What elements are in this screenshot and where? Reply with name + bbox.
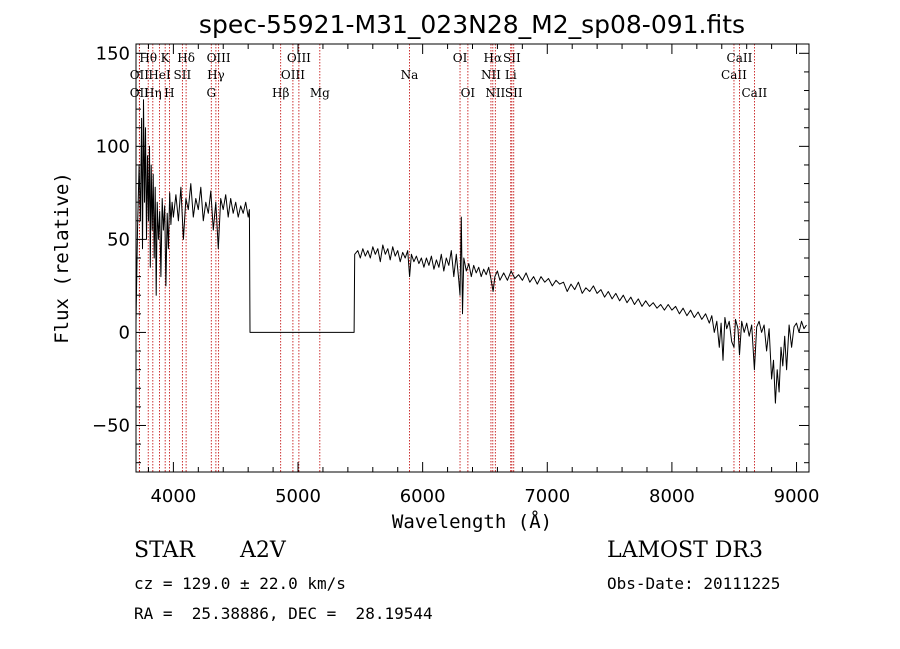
x-tick-label-1: 5000 [275,486,321,507]
line-marker-label-26: CaII [727,51,753,65]
line-marker-label-24: SII [505,86,523,100]
x-tick-label-0: 4000 [150,486,196,507]
line-marker-label-18: OI [461,86,476,100]
x-axis-label: Wavelength (Å) [392,510,552,533]
line-marker-label-8: Hδ [177,51,195,65]
line-marker-label-14: OIII [287,51,311,65]
line-marker-label-13: OIII [281,68,305,82]
object-class: STAR [134,538,195,563]
observation-date: Obs-Date: 20111225 [607,574,781,593]
spectrum-line-0 [135,99,807,404]
plot-frame [135,43,810,473]
axis-ticks: 4000 5000 6000 7000 8000 9000 −50 0 50 100 150 [92,43,819,507]
x-tick-label-4: 8000 [649,486,695,507]
line-marker-label-17: OI [453,51,468,65]
spectral-subclass: A2V [240,538,286,563]
sky-coordinates: RA = 25.38886, DEC = 28.19544 [134,604,433,623]
line-marker-label-16: Na [401,68,419,82]
line-marker-label-12: Hβ [272,86,289,100]
y-tick-label-2: 50 [107,229,130,250]
line-marker-label-6: H [164,86,174,100]
spectrum-series [135,99,807,404]
line-marker-label-21: NII [485,86,505,100]
line-marker-label-27: CaII [741,86,767,100]
line-marker-label-25: CaII [721,68,747,82]
line-marker-label-15: Mg [310,86,330,100]
y-tick-label-0: −50 [92,415,130,436]
y-tick-label-3: 100 [96,136,130,157]
line-marker-label-23: SII [503,51,521,65]
chart-title: spec-55921-M31_023N28_M2_sp08-091.fits [199,10,745,39]
line-marker-label-7: SII [174,68,192,82]
line-marker-label-9: G [206,86,216,100]
line-marker-label-1: OII [130,86,150,100]
y-tick-label-1: 0 [119,322,130,343]
x-tick-label-2: 6000 [400,486,446,507]
line-marker-label-19: NII [481,68,501,82]
survey-name: LAMOST DR3 [607,538,763,563]
line-marker-label-3: Hη [144,86,162,100]
redshift-cz: cz = 129.0 ± 22.0 km/s [134,574,346,593]
line-marker-label-5: K [161,51,171,65]
line-marker-label-20: Hα [484,51,503,65]
y-tick-label-4: 150 [96,43,130,64]
line-marker-label-10: Hγ [207,68,225,82]
line-marker-label-4: HeI [148,68,171,82]
x-tick-label-3: 7000 [524,486,570,507]
x-tick-label-5: 9000 [774,486,820,507]
line-marker-label-11: OIII [207,51,231,65]
line-marker-label-22: Li [505,68,517,82]
line-markers: OIIOIIHθHηHeIKHSIIHδGHγOIIIHβOIIIOIIIMgN… [130,44,768,472]
y-axis-label: Flux (relative) [51,172,73,344]
